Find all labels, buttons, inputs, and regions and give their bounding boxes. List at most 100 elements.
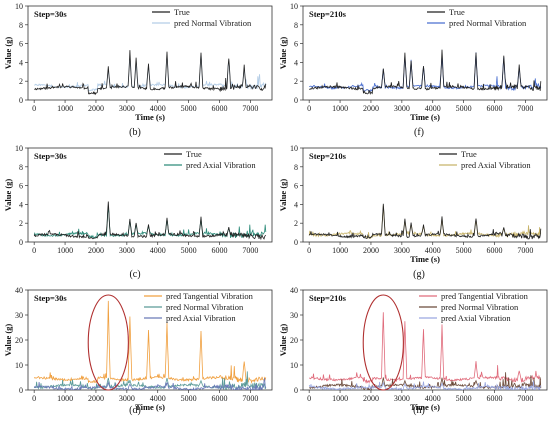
x-tick-label: 1000 [332, 246, 348, 255]
series-line [308, 380, 542, 390]
legend-entry: True [461, 149, 477, 159]
panel-caption: (h) [413, 405, 425, 416]
x-tick-label: 7000 [517, 104, 533, 113]
y-axis-label: Value (g) [3, 324, 13, 357]
step-label: Step=210s [309, 9, 347, 19]
x-axis-label: Time (s) [135, 112, 165, 122]
series-line [309, 49, 542, 95]
x-tick-label: 5000 [456, 104, 472, 113]
y-tick-label: 10 [290, 144, 298, 153]
x-tick-label: 0 [32, 246, 36, 255]
y-tick-label: 10 [15, 2, 23, 11]
legend-entry: pred Normal Vibration [449, 18, 527, 28]
x-tick-label: 0 [32, 394, 36, 403]
series-line [34, 50, 267, 96]
y-axis-label: Value (g) [278, 179, 288, 212]
y-tick-label: 20 [15, 336, 23, 345]
x-tick-label: 4000 [150, 246, 166, 255]
plot-area [302, 147, 548, 243]
y-tick-label: 6 [19, 182, 23, 191]
y-tick-label: 4 [294, 200, 298, 209]
x-tick-label: 5000 [456, 246, 472, 255]
plot-area [27, 147, 273, 243]
y-tick-label: 10 [15, 144, 23, 153]
x-tick-label: 6000 [211, 394, 227, 403]
x-tick-label: 4000 [425, 394, 441, 403]
x-tick-label: 6000 [486, 246, 502, 255]
legend-entry: pred Axial Vibration [461, 160, 531, 170]
x-tick-label: 3000 [394, 246, 410, 255]
highlight-ellipse [362, 294, 404, 391]
x-tick-label: 4000 [425, 104, 441, 113]
x-tick-label: 3000 [394, 104, 410, 113]
chart-panel-4: 0 10 20 30 40 0 1000 2000 3000 4000 5000 6000 7000 Ti… [3, 286, 273, 416]
chart-panel-1: 0 2 4 6 8 10 0 1000 2000 3000 4000 5000 6000 7000 Time… [278, 2, 548, 138]
y-tick-label: 6 [19, 40, 23, 49]
legend-entry: pred Axial Vibration [441, 313, 511, 323]
x-tick-label: 2000 [363, 104, 379, 113]
y-axis-label: Value (g) [3, 37, 13, 70]
x-tick-label: 5000 [181, 394, 197, 403]
x-tick-label: 0 [32, 104, 36, 113]
x-tick-label: 7000 [517, 246, 533, 255]
chart-panel-0: 0 2 4 6 8 10 0 1000 2000 3000 4000 5000 6000 7000 Time… [3, 2, 273, 138]
x-tick-label: 3000 [394, 394, 410, 403]
x-tick-label: 0 [307, 394, 311, 403]
x-tick-label: 3000 [119, 246, 135, 255]
y-tick-label: 4 [294, 58, 298, 67]
x-tick-label: 7000 [242, 246, 258, 255]
y-axis-label: Value (g) [278, 324, 288, 357]
y-tick-label: 2 [294, 219, 298, 228]
highlight-ellipse [87, 294, 129, 391]
x-tick-label: 2000 [88, 394, 104, 403]
x-tick-label: 1000 [57, 246, 73, 255]
x-axis-label: Time (s) [410, 402, 440, 412]
x-tick-label: 2000 [363, 394, 379, 403]
step-label: Step=30s [34, 9, 67, 19]
x-tick-label: 1000 [332, 104, 348, 113]
x-tick-label: 2000 [88, 104, 104, 113]
x-tick-label: 5000 [456, 394, 472, 403]
x-tick-label: 1000 [57, 394, 73, 403]
legend-entry: True [186, 149, 202, 159]
y-tick-label: 2 [19, 77, 23, 86]
x-tick-label: 3000 [119, 104, 135, 113]
y-tick-label: 0 [294, 238, 298, 247]
x-tick-label: 4000 [425, 246, 441, 255]
x-axis-label: Time (s) [135, 402, 165, 412]
legend-entry: pred Normal Vibration [166, 302, 244, 312]
x-tick-label: 7000 [517, 394, 533, 403]
x-tick-label: 6000 [486, 104, 502, 113]
panel-caption: (b) [129, 127, 141, 138]
y-tick-label: 2 [294, 77, 298, 86]
x-axis-label: Time (s) [410, 254, 440, 264]
y-tick-label: 10 [15, 361, 23, 370]
y-tick-label: 30 [290, 311, 298, 320]
panel-caption: (g) [413, 269, 425, 280]
series-line [309, 372, 542, 390]
x-tick-label: 4000 [150, 394, 166, 403]
x-tick-label: 6000 [486, 394, 502, 403]
x-axis-label: Time (s) [410, 112, 440, 122]
x-tick-label: 5000 [181, 104, 197, 113]
chart-panel-2: 0 2 4 6 8 10 0 1000 2000 3000 4000 5000 6000 7000 Valu… [3, 144, 273, 280]
y-tick-label: 6 [294, 40, 298, 49]
x-tick-label: 6000 [211, 104, 227, 113]
step-label: Step=210s [309, 293, 347, 303]
x-tick-label: 2000 [363, 246, 379, 255]
legend-entry: True [449, 7, 465, 17]
x-tick-label: 1000 [57, 104, 73, 113]
step-label: Step=30s [34, 293, 67, 303]
y-tick-label: 8 [19, 21, 23, 30]
step-label: Step=30s [34, 151, 67, 161]
y-tick-label: 40 [290, 286, 298, 295]
series-line [33, 378, 267, 390]
x-tick-label: 2000 [88, 246, 104, 255]
y-tick-label: 10 [290, 2, 298, 11]
chart-panel-3: 0 2 4 6 8 10 0 1000 2000 3000 4000 5000 6000 7000 Time… [278, 144, 548, 280]
y-tick-label: 8 [294, 21, 298, 30]
legend-entry: pred Normal Vibration [441, 302, 519, 312]
y-tick-label: 10 [290, 361, 298, 370]
y-tick-label: 20 [290, 336, 298, 345]
x-tick-label: 4000 [150, 104, 166, 113]
